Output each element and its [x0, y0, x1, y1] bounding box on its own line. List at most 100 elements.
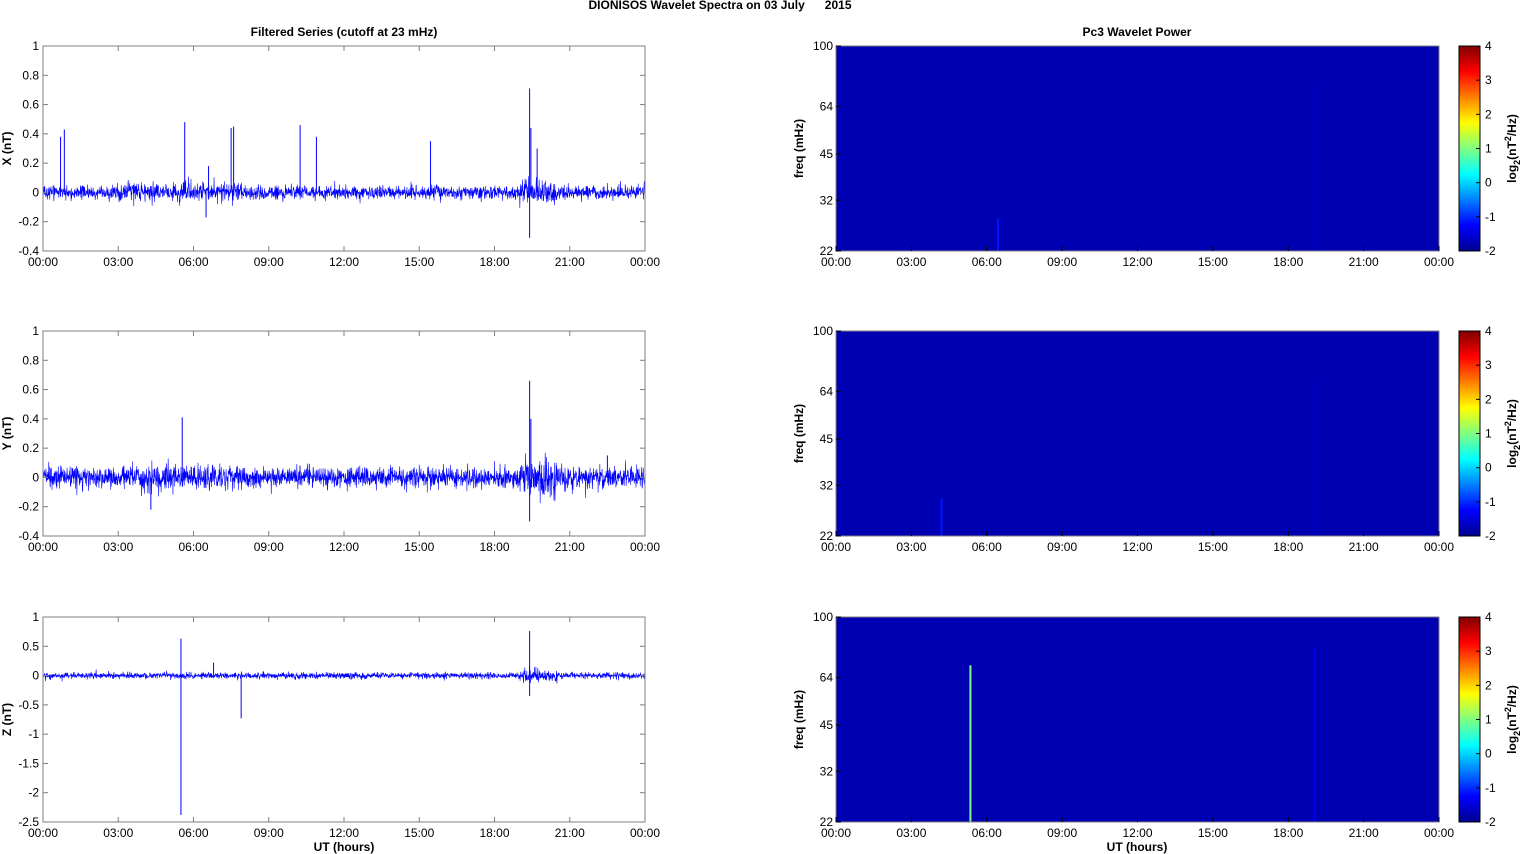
plot-area	[43, 617, 645, 822]
y-tick-label: -2.5	[18, 815, 39, 829]
x-tick-label: 12:00	[329, 255, 359, 269]
series-panel-Z: 10.50-0.5-1-1.5-2-2.500:00 03:00 06:00 09:0…	[0, 610, 660, 840]
x-tick-label: 21:00	[1349, 826, 1379, 840]
x-tick-label: 12:00	[329, 540, 359, 554]
x-tick-label: 09:00	[254, 255, 284, 269]
y-axis-label: freq (mHz)	[792, 119, 806, 178]
x-tick-label: 12:00	[1122, 826, 1152, 840]
colorbar-tick-label: 3	[1485, 358, 1492, 372]
y-tick-label: 0.6	[22, 98, 39, 112]
colorbar: 4 3 2 1 0 -1 -2 log2(nT2/Hz)	[1458, 39, 1522, 258]
y-tick-label: 100	[813, 324, 833, 338]
colorbar-tick-label: 0	[1485, 461, 1492, 475]
colorbar-tick-label: 3	[1485, 644, 1492, 658]
x-tick-label: 00:00	[630, 255, 660, 269]
plot-area	[43, 46, 645, 251]
x-tick-label: 03:00	[103, 826, 133, 840]
y-axis-label: freq (mHz)	[792, 690, 806, 749]
y-tick-label: -0.2	[18, 215, 39, 229]
x-tick-label: 18:00	[1273, 255, 1303, 269]
colorbar-tick-label: -1	[1485, 781, 1496, 795]
colorbar-tick-label: 3	[1485, 73, 1492, 87]
y-tick-label: 0.8	[22, 68, 39, 82]
y-tick-label: 0.4	[22, 127, 39, 141]
series-trace	[42, 452, 646, 504]
x-tick-label: 00:00	[821, 826, 851, 840]
right-column-title: Pc3 Wavelet Power	[1083, 25, 1192, 39]
colorbar-tick-label: 0	[1485, 176, 1492, 190]
x-tick-label: 00:00	[28, 826, 58, 840]
y-tick-label: -2	[28, 786, 39, 800]
x-tick-label: 18:00	[479, 540, 509, 554]
colorbar-tick-label: 0	[1485, 747, 1492, 761]
x-tick-label: 03:00	[103, 540, 133, 554]
colorbar-tick-label: 2	[1485, 678, 1492, 692]
power-feature-0	[997, 218, 1000, 251]
y-axis-label: X (nT)	[0, 132, 14, 166]
x-axis-label-right: UT (hours)	[1107, 840, 1168, 854]
x-tick-label: 00:00	[630, 826, 660, 840]
x-tick-label: 00:00	[28, 540, 58, 554]
x-tick-label: 18:00	[479, 255, 509, 269]
x-tick-label: 09:00	[1047, 540, 1077, 554]
series-panel-Y: 10.80.60.40.20-0.2-0.400:00 03:00 06:00 09:…	[0, 324, 660, 554]
x-tick-label: 03:00	[896, 255, 926, 269]
y-tick-label: -1	[28, 727, 39, 741]
colorbar-label: log2(nT2/Hz)	[1503, 685, 1522, 754]
y-tick-label: -0.2	[18, 500, 39, 514]
y-axis-label: Y (nT)	[0, 417, 14, 451]
y-tick-label: -1.5	[18, 756, 39, 770]
figure-title: DIONISOS Wavelet Spectra on 03 July 2015	[589, 0, 852, 12]
colorbar-tick-label: 4	[1485, 39, 1492, 53]
x-tick-label: 09:00	[254, 540, 284, 554]
colorbar-tick-label: 4	[1485, 324, 1492, 338]
y-axis-label: freq (mHz)	[792, 404, 806, 463]
colorbar-tick-label: 2	[1485, 107, 1492, 121]
y-tick-label: 0.6	[22, 383, 39, 397]
series-panel-X: 10.80.60.40.20-0.2-0.400:00 03:00 06:00 09:…	[0, 39, 660, 269]
x-tick-label: 09:00	[1047, 255, 1077, 269]
x-tick-label: 03:00	[896, 540, 926, 554]
plot-area	[43, 331, 645, 536]
colorbar-label: log2(nT2/Hz)	[1503, 399, 1522, 468]
y-tick-label: 0.4	[22, 412, 39, 426]
y-tick-label: 100	[813, 610, 833, 624]
y-tick-label: 0.2	[22, 156, 39, 170]
colorbar-tick-label: 4	[1485, 610, 1492, 624]
y-tick-label: 0	[32, 185, 39, 199]
x-axis-label-left: UT (hours)	[314, 840, 375, 854]
colorbar-tick-label: -2	[1485, 244, 1496, 258]
power-feature-1	[1313, 379, 1316, 536]
x-tick-label: 18:00	[1273, 540, 1303, 554]
y-tick-label: 22	[820, 815, 834, 829]
power-feature-0	[969, 665, 972, 822]
x-tick-label: 15:00	[404, 255, 434, 269]
x-tick-label: 21:00	[555, 540, 585, 554]
power-background	[836, 46, 1439, 251]
y-tick-label: 0.2	[22, 441, 39, 455]
colorbar: 4 3 2 1 0 -1 -2 log2(nT2/Hz)	[1458, 610, 1522, 829]
y-tick-label: 22	[820, 529, 834, 543]
power-background	[836, 331, 1439, 536]
y-tick-label: 45	[820, 718, 834, 732]
x-tick-label: 03:00	[103, 255, 133, 269]
y-tick-label: 32	[820, 764, 834, 778]
y-tick-label: 64	[820, 99, 834, 113]
x-tick-label: 15:00	[1198, 540, 1228, 554]
x-tick-label: 09:00	[1047, 826, 1077, 840]
x-tick-label: 00:00	[1424, 255, 1454, 269]
colorbar-tick-label: 2	[1485, 392, 1492, 406]
x-tick-label: 18:00	[479, 826, 509, 840]
y-tick-label: 1	[32, 610, 39, 624]
x-tick-label: 06:00	[178, 826, 208, 840]
x-tick-label: 06:00	[178, 540, 208, 554]
x-tick-label: 15:00	[1198, 255, 1228, 269]
colorbar-tick-label: 1	[1485, 713, 1492, 727]
x-tick-label: 03:00	[896, 826, 926, 840]
x-tick-label: 18:00	[1273, 826, 1303, 840]
x-tick-label: 21:00	[1349, 255, 1379, 269]
x-tick-label: 12:00	[1122, 540, 1152, 554]
y-tick-label: -0.4	[18, 529, 39, 543]
